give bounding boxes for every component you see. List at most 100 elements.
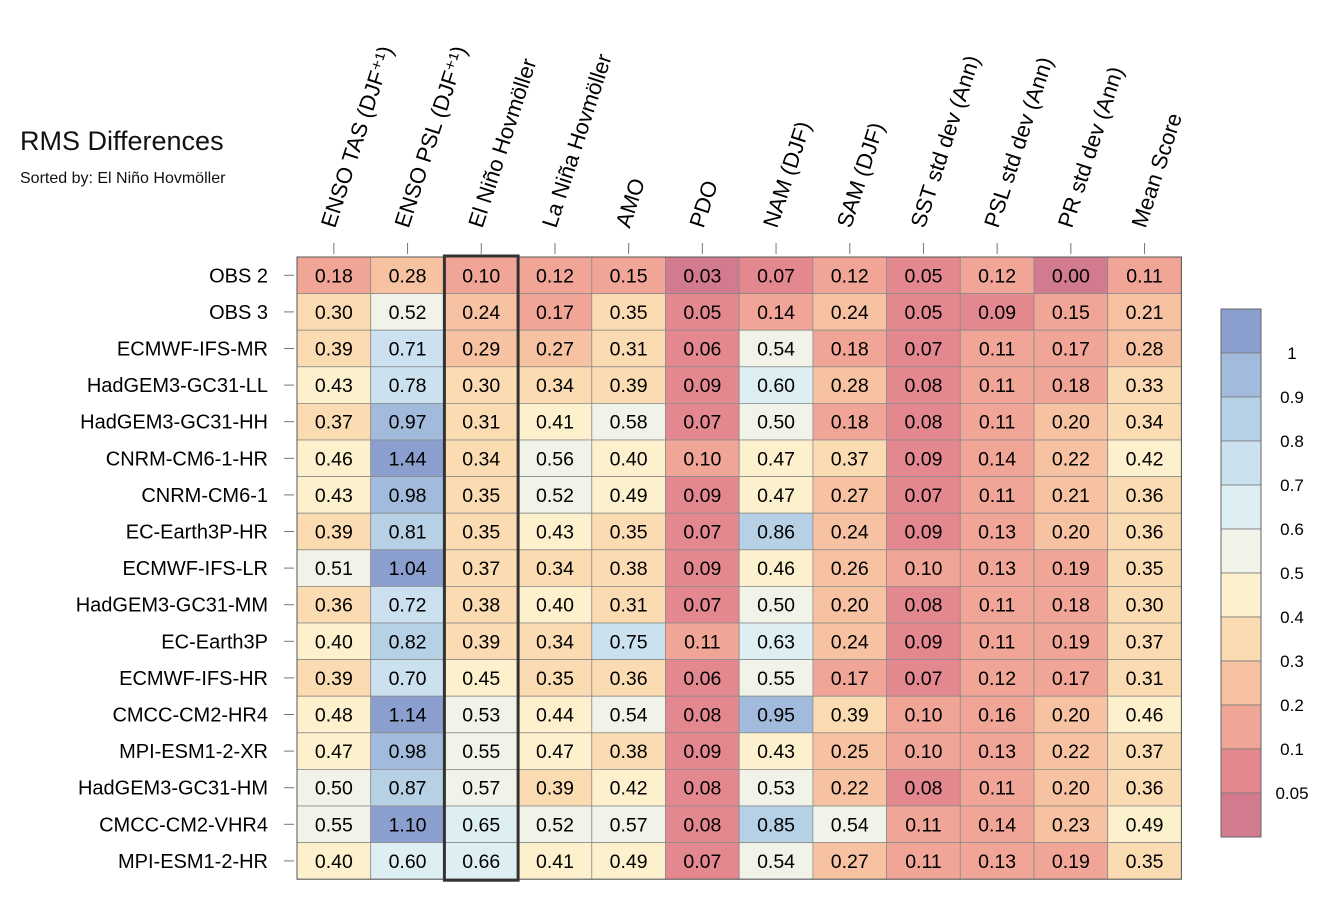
cell-value-label: 0.86	[757, 522, 795, 544]
heatmap-cell	[886, 769, 961, 807]
cell-value-label: 0.27	[831, 485, 869, 507]
cell-value-label: 0.52	[389, 302, 427, 324]
heatmap-cell	[591, 659, 666, 697]
cell-value-label: 0.13	[978, 558, 1016, 580]
heatmap-cell	[296, 659, 372, 697]
heatmap-cell	[886, 659, 961, 697]
heatmap-cell	[812, 586, 888, 624]
heatmap-cell	[591, 586, 666, 624]
cell-value-label: 0.35	[1126, 851, 1164, 873]
colorbar-segment	[1220, 484, 1262, 530]
cell-value-label: 0.70	[389, 668, 427, 690]
heatmap-cell	[812, 329, 888, 368]
heatmap-cell	[591, 695, 666, 734]
heatmap-cell	[1107, 512, 1182, 551]
cell-value-label: 0.36	[1126, 485, 1164, 507]
cell-value-label: 0.38	[610, 741, 648, 763]
cell-value-label: 0.35	[462, 485, 500, 507]
cell-value-label: 0.38	[462, 595, 500, 617]
heatmap-cell	[1033, 293, 1109, 331]
cell-value-label: 0.07	[904, 339, 942, 361]
cell-value-label: 0.25	[831, 741, 869, 763]
cell-value-label: 0.85	[757, 814, 795, 836]
cell-value-label: 0.19	[1052, 851, 1090, 873]
heatmap-cell	[812, 842, 888, 880]
cell-value-label: 0.35	[610, 522, 648, 544]
cell-value-label: 0.50	[757, 595, 795, 617]
cell-value-label: 0.20	[1052, 778, 1090, 800]
heatmap-cell	[1107, 622, 1182, 660]
cell-value-label: 0.30	[462, 375, 500, 397]
column-label: SST std dev (Ann)	[905, 52, 984, 230]
heatmap-cell	[517, 329, 593, 368]
cell-value-label: 0.18	[831, 339, 869, 361]
heatmap-cell	[1107, 805, 1182, 843]
cell-value-label: 0.27	[831, 851, 869, 873]
row-label: HadGEM3-GC31-HM	[78, 778, 268, 800]
cell-value-label: 0.39	[831, 705, 869, 727]
cell-value-label: 0.46	[1126, 705, 1164, 727]
cell-value-label: 0.07	[683, 522, 721, 544]
cell-value-label: 0.36	[1126, 778, 1164, 800]
cell-value-label: 0.53	[757, 778, 795, 800]
cell-value-label: 0.17	[831, 668, 869, 690]
cell-value-label: 0.31	[610, 339, 648, 361]
heatmap-cell	[1033, 476, 1109, 514]
heatmap-cell	[665, 549, 740, 587]
cell-value-label: 0.17	[1052, 668, 1090, 690]
cell-value-label: 0.08	[904, 412, 942, 434]
cell-value-label: 0.28	[831, 375, 869, 397]
colorbar-tick-label: 0.2	[1280, 696, 1304, 715]
cell-value-label: 0.54	[757, 851, 795, 873]
cell-value-label: 0.19	[1052, 558, 1090, 580]
cell-value-label: 0.81	[389, 522, 427, 544]
heatmap-cell	[959, 659, 1035, 697]
column-label: ENSO PSL (DJF⁺¹)	[390, 43, 472, 231]
heatmap-cell	[443, 293, 519, 331]
heatmap-cell	[1107, 439, 1182, 477]
cell-value-label: 0.08	[683, 778, 721, 800]
heatmap-cell	[812, 476, 888, 514]
cell-value-label: 0.46	[315, 448, 353, 470]
colorbar-tick-label: 0.1	[1280, 740, 1304, 759]
heatmap-cell	[443, 476, 519, 514]
cell-value-label: 0.21	[1126, 302, 1164, 324]
heatmap-cell	[738, 256, 814, 294]
colorbar-segment	[1220, 660, 1262, 706]
heatmap-cell	[591, 293, 666, 331]
cell-value-label: 0.50	[315, 778, 353, 800]
cell-value-label: 0.39	[536, 778, 574, 800]
cell-value-label: 0.11	[1126, 265, 1163, 287]
heatmap-cell	[959, 293, 1035, 331]
heatmap-cell	[959, 329, 1035, 368]
heatmap-cell	[665, 293, 740, 331]
heatmap-cell	[886, 256, 961, 294]
heatmap-cell	[738, 329, 814, 368]
heatmap-cell	[738, 842, 814, 880]
cell-value-label: 0.43	[315, 375, 353, 397]
cell-value-label: 0.07	[904, 485, 942, 507]
heatmap-cell	[1033, 366, 1109, 404]
cell-value-label: 0.35	[610, 302, 648, 324]
heatmap-cell	[370, 329, 445, 368]
heatmap-cell	[665, 622, 740, 660]
cell-value-label: 0.14	[978, 814, 1016, 836]
heatmap-cell	[443, 732, 519, 770]
row-label: HadGEM3-GC31-LL	[87, 375, 268, 397]
cell-value-label: 0.09	[683, 375, 721, 397]
cell-value-label: 0.11	[905, 814, 942, 836]
cell-value-label: 0.13	[978, 851, 1016, 873]
heatmap-cell	[517, 293, 593, 331]
cell-value-label: 0.00	[1052, 265, 1090, 287]
cell-value-label: 0.20	[1052, 522, 1090, 544]
cell-value-label: 0.38	[610, 558, 648, 580]
cell-value-label: 0.15	[610, 265, 648, 287]
cell-value-label: 0.45	[462, 668, 500, 690]
cell-value-label: 0.17	[1052, 339, 1090, 361]
column-label: El Niño Hovmöller	[463, 55, 541, 230]
heatmap-cell	[886, 586, 961, 624]
cell-value-label: 0.47	[315, 741, 353, 763]
heatmap-cell	[959, 256, 1035, 294]
cell-value-label: 0.22	[1052, 741, 1090, 763]
cell-value-label: 0.40	[315, 631, 353, 653]
